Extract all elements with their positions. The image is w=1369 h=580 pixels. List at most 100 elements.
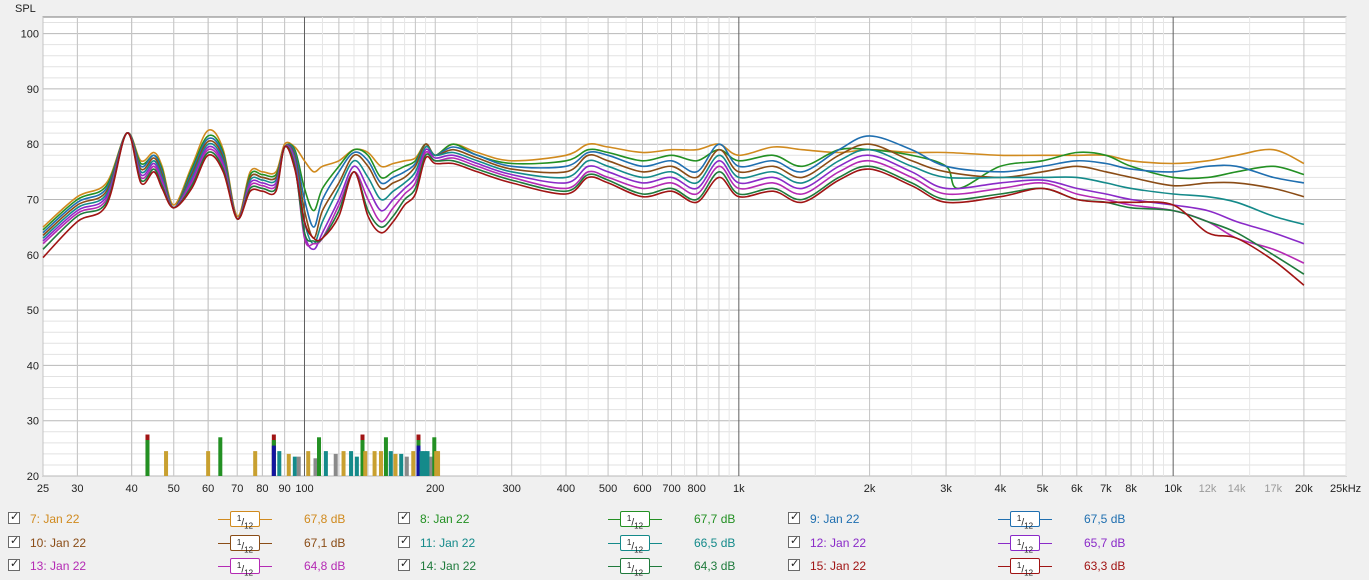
x-tick-label: 700: [662, 483, 680, 495]
series-visibility-checkbox[interactable]: [788, 510, 800, 524]
series-line-13: [42, 132, 1305, 264]
legend-level-value: 63,3 dB: [1084, 559, 1126, 573]
event-bar: [271, 445, 276, 476]
event-bar: [253, 451, 258, 476]
y-tick-label: 70: [27, 194, 39, 206]
x-tick-label: 25: [37, 483, 49, 495]
legend-series-name: 10: Jan 22: [30, 535, 87, 550]
event-bar: [383, 437, 388, 476]
series-line-12: [42, 132, 1305, 251]
x-tick-label: 20k: [1295, 483, 1313, 495]
smoothing-button[interactable]: 1/12: [1010, 534, 1040, 554]
series-visibility-checkbox[interactable]: [8, 557, 20, 571]
plot-area[interactable]: [42, 16, 1347, 477]
x-tick-label: 2k: [864, 483, 876, 495]
y-tick-label: 40: [27, 360, 39, 372]
series-visibility-checkbox[interactable]: [398, 534, 410, 548]
event-bars: [145, 434, 441, 476]
event-bar: [164, 451, 169, 476]
legend-series-name: 8: Jan 22: [420, 512, 470, 526]
legend-level-value: 67,8 dB: [304, 512, 346, 526]
smoothing-button[interactable]: 1/12: [620, 534, 650, 554]
y-tick-label: 60: [27, 250, 39, 262]
x-tick-label: 40: [126, 483, 138, 495]
series-visibility-checkbox[interactable]: [398, 510, 410, 524]
series-visibility-checkbox[interactable]: [8, 510, 20, 524]
event-bar: [354, 456, 359, 476]
smoothing-button[interactable]: 1/12: [230, 558, 260, 577]
legend-level-value: 65,7 dB: [1084, 535, 1126, 550]
legend-level-value: 64,8 dB: [304, 559, 346, 573]
event-bar: [323, 451, 328, 476]
event-bar: [411, 451, 416, 476]
legend-series-name: 13: Jan 22: [30, 559, 87, 573]
grid-lines: [42, 17, 1347, 477]
x-tick-label: 1k: [733, 483, 745, 495]
series-line-15: [42, 132, 1305, 286]
x-tick-label: 17k: [1264, 483, 1282, 495]
legend-level-value: 67,1 dB: [304, 535, 346, 550]
event-bar: [416, 445, 421, 476]
series-visibility-checkbox[interactable]: [398, 557, 410, 571]
x-tick-label: 70: [231, 483, 243, 495]
event-bar: [286, 453, 291, 476]
x-tick-label: 4k: [995, 483, 1007, 495]
legend-series-name: 14: Jan 22: [420, 559, 477, 573]
smoothing-button[interactable]: 1/12: [620, 511, 650, 530]
series-line-14: [42, 132, 1305, 275]
x-tick-label: 14k: [1228, 483, 1246, 495]
x-tick-label: 600: [633, 483, 651, 495]
x-tick-label: 200: [426, 483, 444, 495]
event-bar: [360, 440, 365, 476]
x-tick-label: 30: [71, 483, 83, 495]
event-bar: [145, 440, 150, 476]
smoothing-button[interactable]: 1/12: [230, 511, 260, 530]
legend-series-name: 15: Jan 22: [810, 559, 867, 573]
x-tick-label: 12k: [1199, 483, 1217, 495]
y-tick-label: 80: [27, 139, 39, 151]
event-bar: [404, 456, 409, 476]
event-bar: [341, 451, 346, 476]
event-bar: [218, 437, 223, 476]
smoothing-button[interactable]: 1/12: [230, 534, 260, 554]
event-bar: [436, 451, 441, 476]
y-tick-label: 50: [27, 305, 39, 317]
series-line-11: [42, 132, 1305, 245]
x-tick-label: 800: [688, 483, 706, 495]
x-tick-label: 5k: [1037, 483, 1049, 495]
y-tick-label: 90: [27, 84, 39, 96]
event-bar: [422, 451, 427, 476]
event-bar: [378, 451, 383, 476]
event-bar: [313, 458, 318, 476]
x-tick-label: 100: [295, 483, 313, 495]
x-tick-label: 50: [168, 483, 180, 495]
x-tick-label: 300: [503, 483, 521, 495]
y-tick-label: 20: [27, 471, 39, 483]
series-visibility-checkbox[interactable]: [8, 534, 20, 548]
event-bar: [393, 453, 398, 476]
x-tick-label: 400: [557, 483, 575, 495]
series-visibility-checkbox[interactable]: [788, 534, 800, 548]
x-tick-label: 10k: [1164, 483, 1182, 495]
smoothing-button[interactable]: 1/12: [620, 558, 650, 577]
legend-level-value: 66,5 dB: [694, 535, 736, 550]
event-bar: [425, 451, 430, 476]
y-tick-label: 100: [21, 29, 39, 41]
event-bar: [429, 456, 434, 476]
legend-level-value: 67,7 dB: [694, 512, 736, 526]
x-tick-label: 80: [256, 483, 268, 495]
event-bar: [306, 451, 311, 476]
event-bar: [399, 453, 404, 476]
smoothing-button[interactable]: 1/12: [1010, 511, 1040, 530]
x-tick-label: 8k: [1125, 483, 1137, 495]
smoothing-button[interactable]: 1/12: [1010, 558, 1040, 577]
legend-series-name: 11: Jan 22: [420, 535, 476, 550]
event-bar: [292, 456, 297, 476]
x-tick-label: 90: [278, 483, 290, 495]
x-tick-label: 3k: [940, 483, 952, 495]
event-bar: [419, 451, 424, 476]
x-tick-label: 7k: [1100, 483, 1112, 495]
series-visibility-checkbox[interactable]: [788, 557, 800, 571]
